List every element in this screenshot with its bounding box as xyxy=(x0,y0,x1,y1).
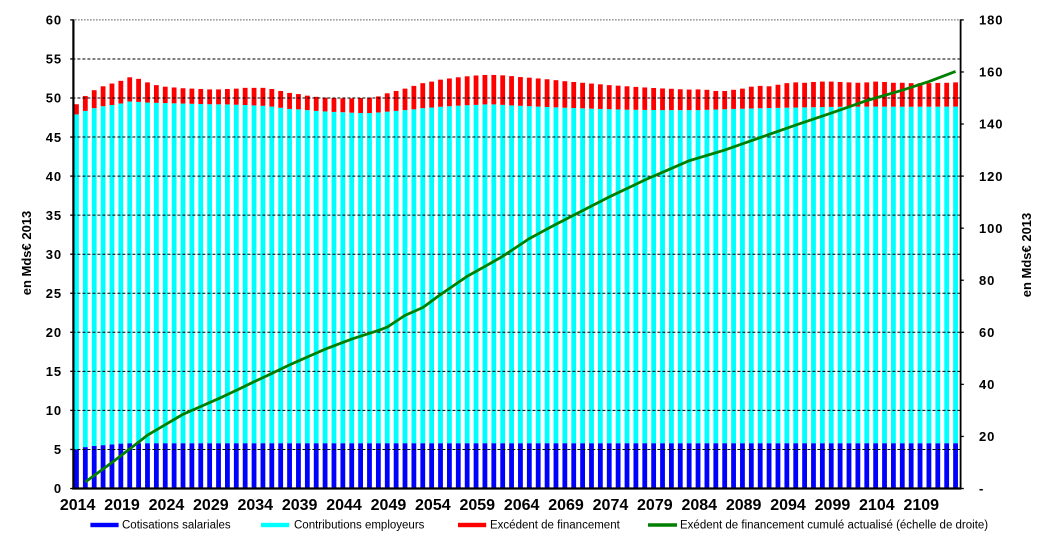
svg-text:Excédent de financement: Excédent de financement xyxy=(490,520,621,532)
svg-text:20: 20 xyxy=(979,429,995,444)
svg-text:en Mds€ 2013: en Mds€ 2013 xyxy=(19,211,34,296)
svg-text:160: 160 xyxy=(979,65,1003,80)
svg-text:2089: 2089 xyxy=(726,497,762,514)
svg-text:2069: 2069 xyxy=(548,497,584,514)
svg-text:40: 40 xyxy=(979,377,995,392)
svg-text:2014: 2014 xyxy=(60,497,96,514)
svg-text:2074: 2074 xyxy=(593,497,629,514)
svg-text:-: - xyxy=(979,481,984,496)
svg-text:100: 100 xyxy=(979,221,1003,236)
svg-text:2034: 2034 xyxy=(237,497,273,514)
svg-text:2084: 2084 xyxy=(681,497,717,514)
svg-text:2079: 2079 xyxy=(637,497,673,514)
svg-text:35: 35 xyxy=(46,208,62,223)
svg-text:140: 140 xyxy=(979,117,1003,132)
svg-text:en Mds€ 2013: en Mds€ 2013 xyxy=(1019,213,1034,298)
svg-text:40: 40 xyxy=(46,169,62,184)
svg-text:80: 80 xyxy=(979,273,995,288)
svg-text:2024: 2024 xyxy=(149,497,185,514)
svg-text:25: 25 xyxy=(46,286,62,301)
svg-text:60: 60 xyxy=(46,13,62,28)
svg-text:Contributions employeurs: Contributions employeurs xyxy=(294,520,425,532)
svg-text:2099: 2099 xyxy=(815,497,851,514)
svg-text:45: 45 xyxy=(46,130,62,145)
svg-text:55: 55 xyxy=(46,52,62,67)
svg-text:180: 180 xyxy=(979,13,1003,28)
svg-text:30: 30 xyxy=(46,247,62,262)
svg-text:2019: 2019 xyxy=(104,497,140,514)
svg-text:2049: 2049 xyxy=(371,497,407,514)
svg-text:2104: 2104 xyxy=(859,497,895,514)
svg-text:2044: 2044 xyxy=(326,497,362,514)
svg-text:2064: 2064 xyxy=(504,497,540,514)
svg-text:2054: 2054 xyxy=(415,497,451,514)
svg-text:5: 5 xyxy=(54,442,62,457)
svg-text:15: 15 xyxy=(46,364,62,379)
svg-text:2109: 2109 xyxy=(903,497,939,514)
svg-text:2059: 2059 xyxy=(459,497,495,514)
svg-text:Exédent de financement cumulé: Exédent de financement cumulé actualisé … xyxy=(680,520,988,532)
svg-text:10: 10 xyxy=(46,403,62,418)
svg-text:120: 120 xyxy=(979,169,1003,184)
svg-text:Cotisations salariales: Cotisations salariales xyxy=(122,520,231,532)
svg-text:60: 60 xyxy=(979,325,995,340)
svg-text:2029: 2029 xyxy=(193,497,229,514)
svg-text:0: 0 xyxy=(54,481,62,496)
svg-text:2039: 2039 xyxy=(282,497,318,514)
svg-text:2094: 2094 xyxy=(770,497,806,514)
svg-text:50: 50 xyxy=(46,91,62,106)
svg-text:20: 20 xyxy=(46,325,62,340)
